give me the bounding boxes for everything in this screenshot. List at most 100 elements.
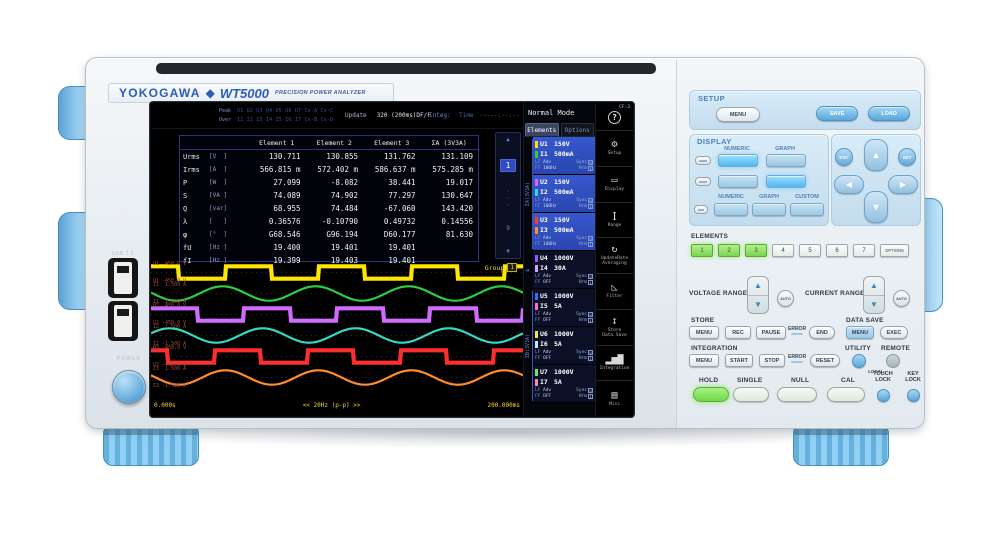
config-row: LF FF Adv OFF Sync U Hrm 1 [535, 273, 594, 287]
help-icon[interactable]: ? [608, 111, 621, 124]
store-rec-button[interactable]: REC [725, 326, 751, 339]
current-range-up-icon[interactable]: ▲ [864, 277, 884, 296]
page-down-icon[interactable]: ▼ [506, 248, 510, 255]
element-button-1[interactable]: 1 [691, 244, 713, 257]
numeric-label: NUMERIC [724, 146, 750, 152]
data-save-exec-button[interactable]: EXEC [880, 326, 908, 339]
channel-name: I2 [540, 188, 548, 196]
cell-value: 575.285 m [432, 165, 473, 174]
channel-name: I3 [540, 226, 548, 234]
row-unit: [W ] [209, 179, 228, 186]
element-button-5[interactable]: 5 [799, 244, 821, 257]
hold-button[interactable] [693, 387, 729, 402]
voltage-row: U1 150V [535, 139, 594, 149]
sidebar-item-update-rate[interactable]: ↻ UpdateRate Averaging [596, 237, 633, 273]
sidebar-item-store[interactable]: ↧ Store Data Save [596, 308, 633, 345]
time-value: -----:--:-- [479, 112, 520, 119]
config-row: LF FF Adv 100Hz Sync U Hrm 1 [535, 197, 594, 211]
cell-value: 131.762 [383, 152, 416, 161]
display-title: DISPLAY [697, 137, 732, 146]
element-item-u7[interactable]: U7 1000V I7 5A LF FF Adv OFF Sync U Hrm 1 [533, 365, 595, 403]
last-page[interactable]: 9 [506, 225, 510, 232]
custom-button[interactable] [790, 203, 824, 216]
store-menu-button[interactable]: MENU [689, 326, 719, 339]
sidebar-item-integration[interactable]: ▂▅▇ Integration [596, 344, 633, 381]
current-auto-button[interactable]: AUTO [893, 290, 910, 307]
store-pause-button[interactable]: PAUSE [756, 326, 786, 339]
element-button-7[interactable]: 7 [853, 244, 875, 257]
sidebar-item-range[interactable]: I Range [596, 201, 633, 238]
display-split-indicator-3[interactable] [694, 205, 708, 214]
up-arrow-button[interactable]: ▲ [864, 139, 888, 171]
element-item-u6[interactable]: U6 1000V I6 5A LF FF Adv OFF Sync U Hrm 1 [533, 327, 595, 365]
trace-label-top: U2 450.0 V [153, 303, 187, 309]
voltage-range-down-icon[interactable]: ▼ [754, 299, 762, 309]
misc-icon: ▤ [611, 389, 618, 401]
store-end-button[interactable]: END [809, 326, 835, 339]
graph-button-custom-row[interactable] [752, 203, 786, 216]
voltage-range-up-icon[interactable]: ▲ [748, 277, 768, 296]
sidebar-item-misc[interactable]: ▤ Misc [596, 380, 633, 416]
tab-elements[interactable]: Elements [525, 123, 559, 136]
element-item-u3[interactable]: U3 150V I3 500mA LF FF Adv 100Hz Sync U Hrm 1 [533, 213, 595, 251]
sidebar-item-filter[interactable]: ◺ Filter [596, 273, 633, 309]
load-button[interactable]: LOAD [868, 106, 910, 121]
voltage-range-rocker[interactable]: ▲ ▼ [747, 276, 769, 314]
esc-button[interactable]: ESC [835, 148, 853, 166]
numeric-button-custom-row[interactable] [714, 203, 748, 216]
tab-options[interactable]: Options [560, 123, 594, 136]
key-lock-label: KEY LOCK [905, 371, 921, 383]
table-header-row: Element 1 Element 2 Element 3 ΣA (3V3A) [180, 136, 478, 150]
element-item-u1[interactable]: U1 150V I1 500mA LF FF Adv 100Hz Sync U Hrm 1 [533, 137, 595, 175]
set-button[interactable]: SET [898, 148, 916, 166]
numeric-button-upper[interactable] [718, 154, 758, 167]
right-arrow-button[interactable]: ▶ [888, 175, 918, 194]
element-item-u2[interactable]: U2 150V I2 500mA LF FF Adv 100Hz Sync U Hrm 1 [533, 175, 595, 213]
null-button[interactable] [777, 387, 817, 402]
voltage-auto-button[interactable]: AUTO [777, 290, 794, 307]
element-button-4[interactable]: 4 [772, 244, 794, 257]
key-lock-button[interactable] [907, 389, 920, 402]
save-button[interactable]: SAVE [816, 106, 858, 121]
sidebar-item-setup[interactable]: ⚙ Setup [596, 130, 633, 166]
hrm-badge: 1 [588, 355, 593, 361]
display-split-indicator-1[interactable] [695, 156, 711, 165]
element-button-3[interactable]: 3 [745, 244, 767, 257]
current-page[interactable]: 1 [500, 159, 516, 172]
options-button[interactable]: OPTIONS [880, 244, 909, 257]
graph-label-2: GRAPH [759, 194, 779, 200]
usb-port-1[interactable] [108, 258, 138, 298]
store-icon: ↧ [611, 315, 618, 327]
sync-badge: U [588, 274, 593, 280]
sidebar-item-display[interactable]: ▭ Display [596, 165, 633, 202]
integration-stop-button[interactable]: STOP [759, 354, 785, 367]
current-range-down-icon[interactable]: ▼ [870, 299, 878, 309]
integration-start-button[interactable]: START [725, 354, 753, 367]
integration-reset-button[interactable]: RESET [810, 354, 840, 367]
hrm-line: Hrm 1 [576, 394, 593, 400]
element-button-2[interactable]: 2 [718, 244, 740, 257]
touch-lock-button[interactable] [877, 389, 890, 402]
setup-menu-button[interactable]: MENU [716, 107, 760, 122]
utility-button[interactable] [852, 354, 866, 368]
left-arrow-button[interactable]: ◀ [834, 175, 864, 194]
column-header: Element 3 [374, 138, 410, 147]
cal-button[interactable] [827, 387, 865, 402]
page-up-icon[interactable]: ▲ [506, 136, 510, 143]
single-button[interactable] [733, 387, 769, 402]
usb-port-2[interactable] [108, 301, 138, 341]
power-button[interactable] [112, 370, 146, 404]
graph-button-lower[interactable] [766, 175, 806, 188]
element-item-u4[interactable]: U4 1000V I4 30A LF FF Adv OFF Sync U Hrm 1 [533, 251, 595, 289]
numeric-button-lower[interactable] [718, 175, 758, 188]
graph-button-upper[interactable] [766, 154, 806, 167]
down-arrow-button[interactable]: ▼ [864, 191, 888, 223]
display-split-indicator-2[interactable] [695, 177, 711, 186]
element-item-u5[interactable]: U5 1000V I5 5A LF FF Adv OFF Sync U Hrm 1 [533, 289, 595, 327]
cf-badge: CF:3 [619, 105, 630, 110]
integration-menu-button[interactable]: MENU [689, 354, 719, 367]
setup-title: SETUP [698, 94, 726, 103]
current-range-rocker[interactable]: ▲ ▼ [863, 276, 885, 314]
element-button-6[interactable]: 6 [826, 244, 848, 257]
data-save-menu-button[interactable]: MENU [846, 326, 874, 339]
